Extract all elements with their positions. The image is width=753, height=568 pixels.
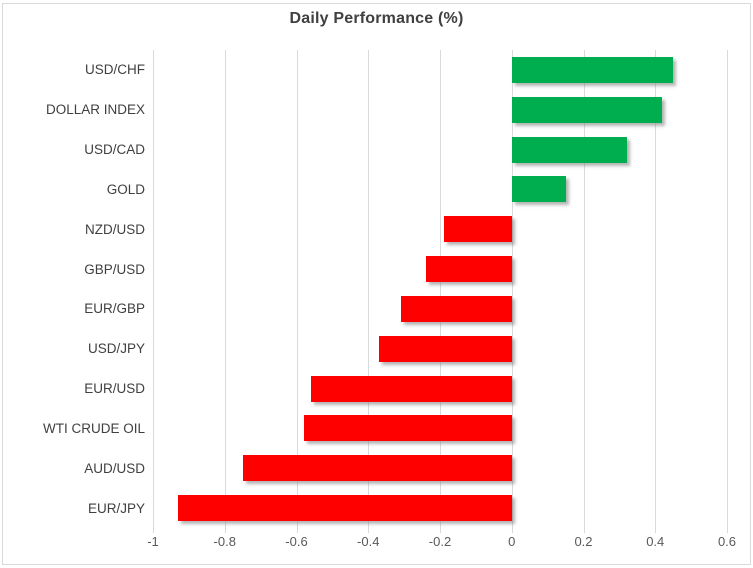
axis-tick — [511, 528, 513, 533]
category-label: EUR/JPY — [87, 500, 145, 516]
category-label: EUR/GBP — [84, 301, 145, 317]
category-label: GOLD — [106, 181, 145, 197]
axis-tick — [655, 528, 657, 533]
bar-usd-jpy — [379, 335, 512, 362]
category-label: AUD/USD — [84, 460, 145, 476]
gridline — [655, 50, 657, 528]
axis-tick — [583, 528, 585, 533]
x-tick-label: -0.8 — [213, 534, 236, 549]
x-tick-label: -1 — [147, 534, 159, 549]
bar-usd-cad — [511, 136, 627, 163]
gridline — [440, 50, 441, 528]
plot-area — [153, 50, 728, 533]
bar-eur-usd — [310, 375, 512, 402]
bar-eur-jpy — [178, 495, 512, 522]
bar-dollar-index — [511, 96, 663, 123]
gridline — [583, 50, 585, 528]
category-label: USD/CAD — [84, 142, 145, 158]
x-tick-label: 0.2 — [574, 534, 593, 549]
bar-nzd-usd — [443, 216, 512, 243]
category-label: GBP/USD — [84, 261, 145, 277]
axis-tick — [153, 528, 154, 533]
x-tick-label: -0.6 — [285, 534, 308, 549]
category-label: USD/CHF — [85, 62, 145, 78]
x-tick-label: -0.2 — [428, 534, 452, 549]
value-axis: -1 -0.8 -0.6 -0.4 -0.2 0 0.2 0.4 0.6 — [0, 534, 753, 554]
axis-tick — [727, 528, 728, 533]
gridline — [296, 50, 298, 528]
category-label: EUR/USD — [84, 381, 145, 397]
gridline — [153, 50, 154, 528]
category-label: NZD/USD — [85, 221, 145, 237]
category-label: USD/JPY — [87, 341, 145, 357]
axis-tick — [296, 528, 298, 533]
x-tick-label: -0.4 — [357, 534, 380, 549]
bar-gold — [511, 176, 566, 203]
bar-gbp-usd — [425, 256, 512, 283]
category-axis: USD/CHF DOLLAR INDEX USD/CAD GOLD NZD/USD GBP… — [0, 50, 145, 528]
axis-tick — [440, 528, 441, 533]
x-tick-label: 0 — [508, 534, 516, 549]
gridline — [368, 50, 370, 528]
gridline — [511, 50, 513, 528]
category-label: DOLLAR INDEX — [45, 102, 145, 118]
bar-aud-usd — [242, 455, 512, 482]
axis-tick — [224, 528, 226, 533]
chart-title: Daily Performance (%) — [289, 10, 464, 27]
bar-wti-crude-oil — [303, 415, 512, 442]
x-tick-label: 0.6 — [717, 534, 737, 549]
gridline — [727, 50, 728, 528]
gridline — [224, 50, 226, 528]
bar-usd-chf — [511, 56, 674, 83]
category-label: WTI CRUDE OIL — [42, 420, 145, 436]
axis-tick — [368, 528, 370, 533]
bar-eur-gbp — [400, 295, 512, 322]
x-tick-label: 0.4 — [646, 534, 665, 549]
